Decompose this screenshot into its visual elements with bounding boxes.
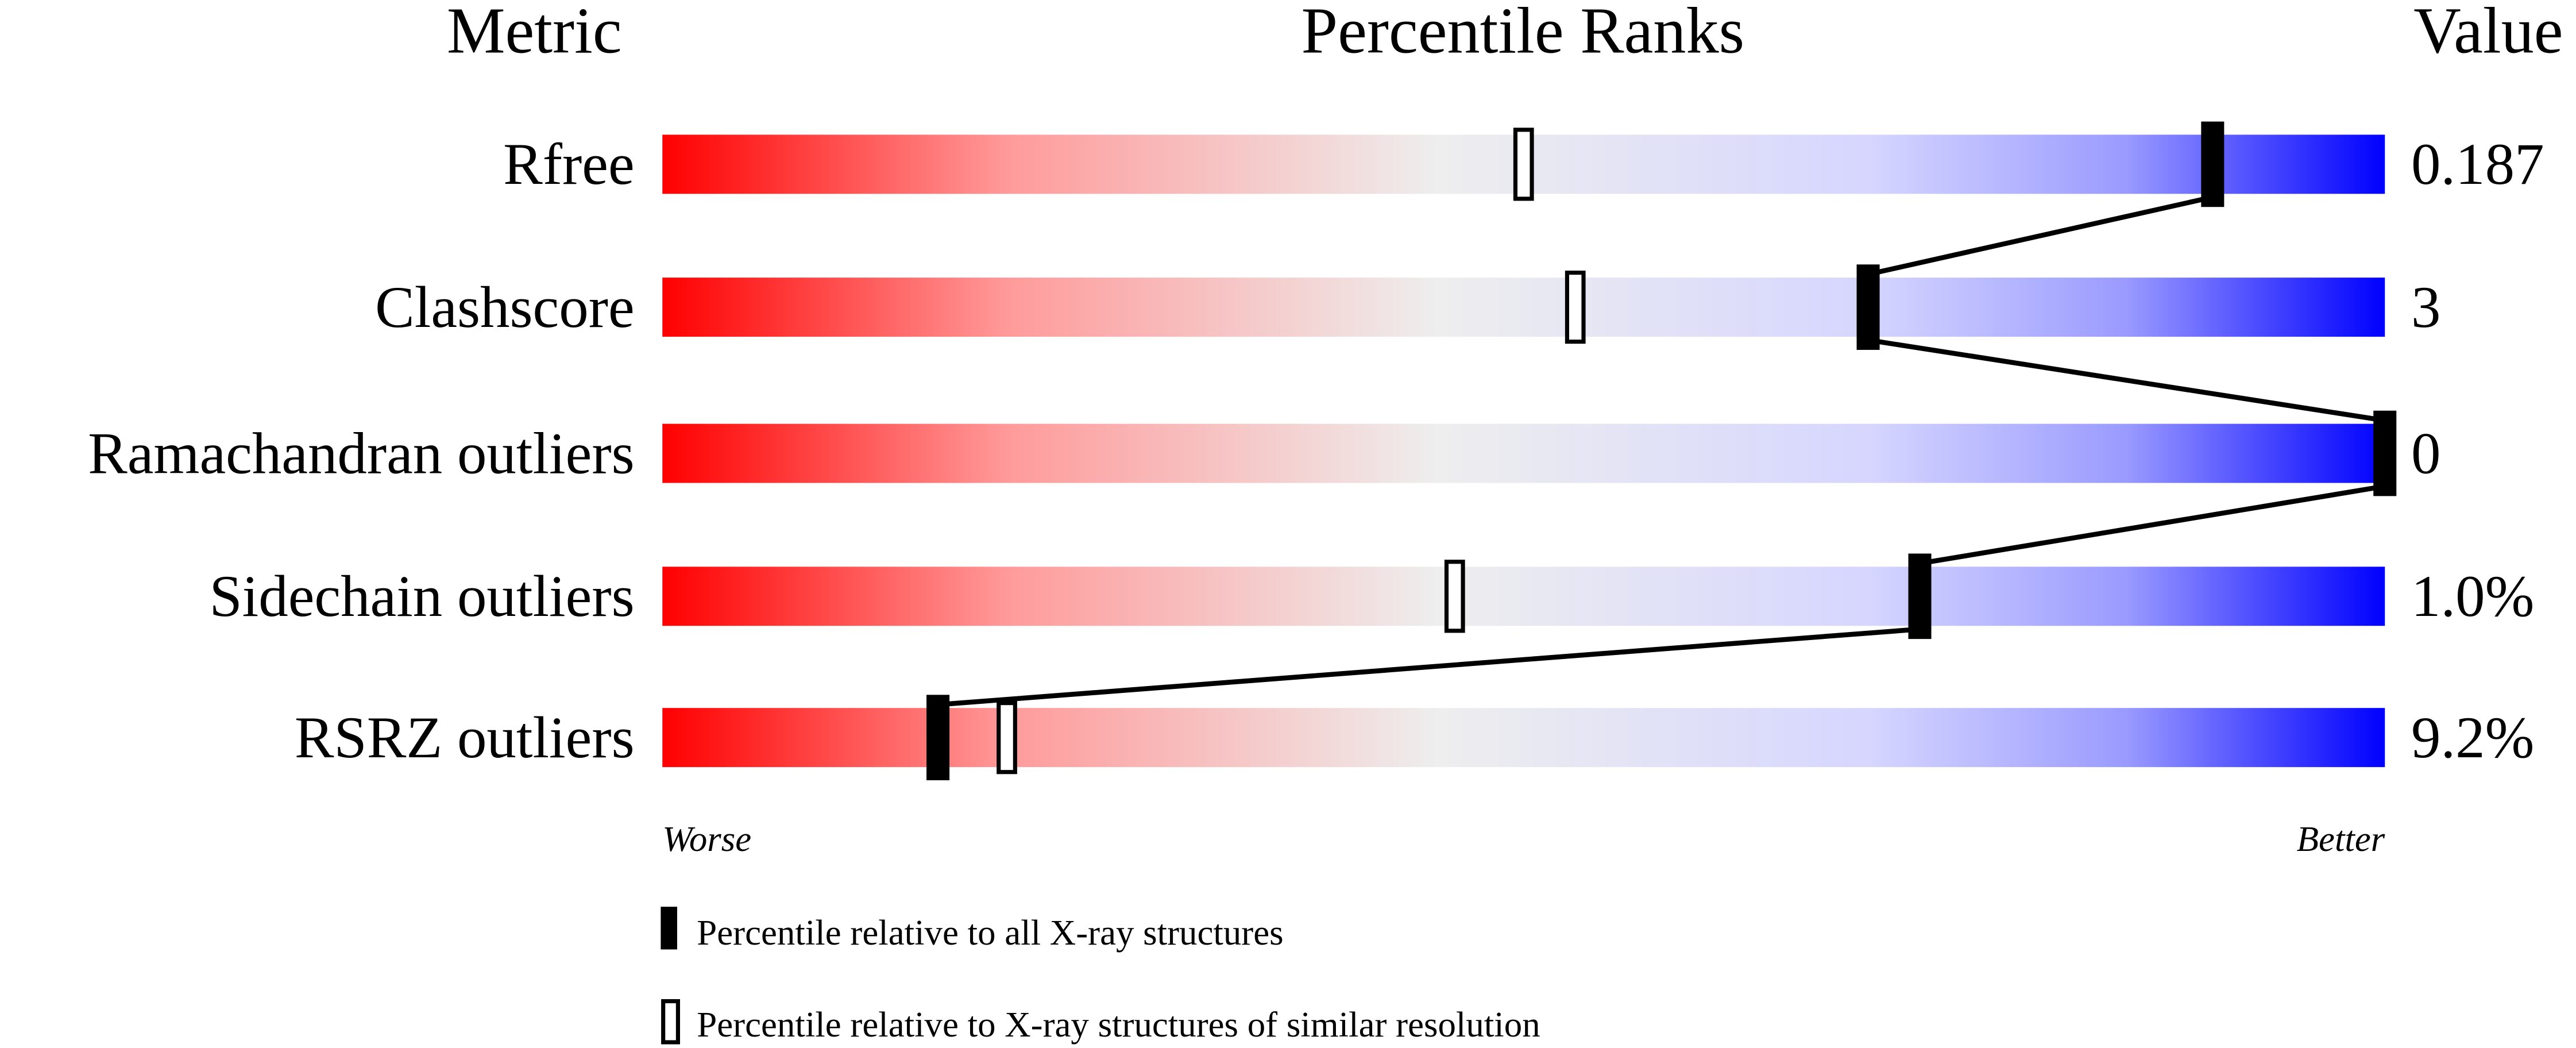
header-percentile-ranks: Percentile Ranks — [1301, 0, 1745, 67]
metric-value: 9.2% — [2411, 705, 2534, 770]
axis-label-better: Better — [2297, 819, 2385, 859]
connector-line — [1867, 194, 2214, 277]
percentile-bar — [662, 423, 2385, 483]
percentile-bar — [662, 278, 2385, 337]
metric-label: Sidechain outliers — [209, 564, 634, 629]
metric-value: 1.0% — [2411, 564, 2534, 629]
all-structures-marker — [1908, 553, 1932, 639]
metric-value: 3 — [2411, 275, 2440, 340]
percentile-bar — [662, 708, 2385, 768]
header-value: Value — [2413, 0, 2563, 67]
legend-filled-marker — [661, 907, 677, 950]
metric-label: Clashscore — [375, 275, 635, 340]
metric-label: RSRZ outliers — [295, 705, 635, 770]
similar-resolution-marker — [997, 701, 1017, 775]
all-structures-marker — [926, 695, 950, 780]
metric-label: Rfree — [503, 132, 635, 197]
similar-resolution-marker — [1513, 128, 1534, 201]
percentile-bar — [662, 567, 2385, 626]
all-structures-marker — [2373, 410, 2397, 496]
axis-label-worse: Worse — [662, 819, 751, 859]
legend-open-label: Percentile relative to X-ray structures … — [697, 1004, 1540, 1045]
all-structures-marker — [1856, 264, 1880, 350]
header-metric: Metric — [447, 0, 622, 67]
legend-open-marker — [661, 999, 680, 1045]
legend: Percentile relative to all X-ray structu… — [661, 907, 1540, 1045]
metric-label: Ramachandran outliers — [88, 421, 635, 486]
metric-value: 0 — [2411, 421, 2440, 486]
connector-line — [1867, 337, 2385, 423]
similar-resolution-marker — [1565, 271, 1586, 344]
legend-filled-label: Percentile relative to all X-ray structu… — [697, 912, 1283, 953]
connector-line — [937, 626, 1920, 707]
connector-line — [1919, 484, 2385, 566]
similar-resolution-marker — [1444, 560, 1465, 633]
all-structures-marker — [2201, 121, 2224, 207]
metric-value: 0.187 — [2411, 132, 2544, 197]
